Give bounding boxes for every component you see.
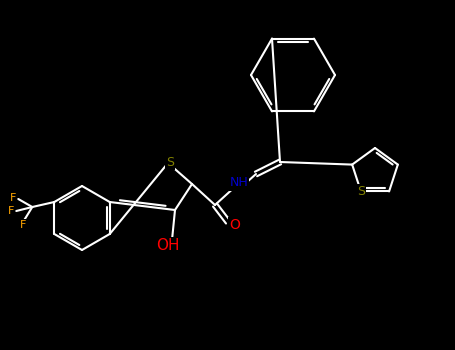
Text: F: F [8,206,15,216]
Text: F: F [20,220,26,230]
Text: OH: OH [156,238,180,253]
Text: O: O [230,218,240,232]
Text: F: F [10,193,16,203]
Text: S: S [357,185,365,198]
Text: S: S [166,155,174,168]
Text: NH: NH [230,176,248,189]
